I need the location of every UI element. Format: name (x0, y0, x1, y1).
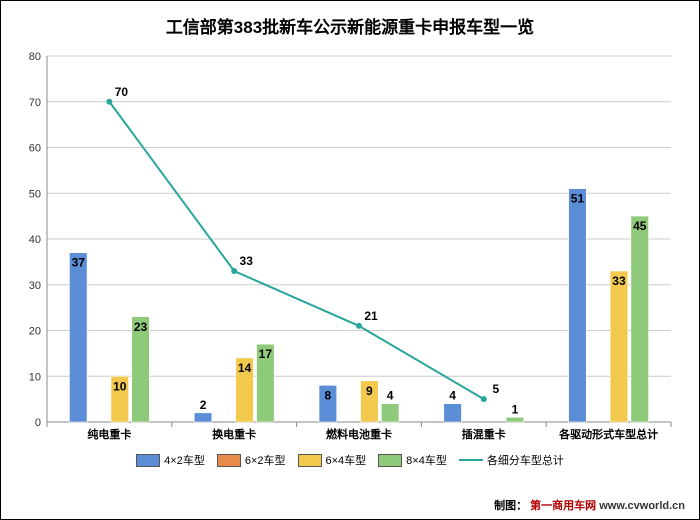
legend-swatch (217, 454, 241, 467)
svg-text:60: 60 (29, 143, 41, 155)
legend-swatch (136, 454, 160, 467)
svg-text:4: 4 (387, 389, 394, 403)
svg-text:33: 33 (612, 274, 626, 288)
legend-label: 8×4车型 (406, 452, 447, 468)
credit-prefix: 制图： (494, 500, 527, 512)
svg-text:45: 45 (633, 219, 647, 233)
svg-text:50: 50 (29, 188, 41, 200)
svg-text:换电重卡: 换电重卡 (212, 427, 256, 441)
chart-title: 工信部第383批新车公示新能源重卡申报车型一览 (11, 13, 689, 38)
legend-item: 各细分车型总计 (459, 452, 564, 468)
svg-text:21: 21 (364, 309, 378, 323)
svg-text:0: 0 (35, 417, 41, 429)
legend-label: 6×4车型 (326, 452, 367, 468)
legend-item: 8×4车型 (378, 452, 447, 468)
legend: 4×2车型 6×2车型 6×4车型 8×4车型 各细分车型总计 (11, 452, 689, 468)
chart-plot: 0 10 20 30 40 50 60 70 80 纯电重卡 换电重卡 燃料电池重卡 插混重卡 各驱动形式… (11, 46, 681, 446)
svg-text:51: 51 (571, 192, 585, 206)
svg-text:14: 14 (238, 361, 252, 375)
svg-text:纯电重卡: 纯电重卡 (87, 427, 131, 441)
svg-text:80: 80 (29, 51, 41, 63)
credit: 制图： 第一商用车网 www.cvworld.cn (494, 497, 685, 513)
legend-label: 6×2车型 (245, 452, 286, 468)
legend-label: 各细分车型总计 (487, 452, 564, 468)
svg-text:23: 23 (134, 320, 148, 334)
svg-text:40: 40 (29, 234, 41, 246)
svg-text:燃料电池重卡: 燃料电池重卡 (325, 427, 392, 441)
svg-text:70: 70 (29, 97, 41, 109)
svg-text:33: 33 (240, 254, 254, 268)
legend-swatch (378, 454, 402, 467)
legend-line-swatch (459, 459, 483, 461)
svg-text:37: 37 (72, 256, 86, 270)
svg-text:10: 10 (29, 371, 41, 383)
svg-text:1: 1 (512, 402, 519, 416)
svg-text:4: 4 (449, 389, 456, 403)
svg-text:2: 2 (200, 398, 207, 412)
svg-text:10: 10 (113, 379, 127, 393)
svg-text:17: 17 (259, 347, 273, 361)
credit-source: 第一商用车网 (530, 500, 596, 512)
svg-text:5: 5 (492, 382, 499, 396)
legend-swatch (298, 454, 322, 467)
svg-text:30: 30 (29, 280, 41, 292)
svg-text:8: 8 (325, 388, 332, 402)
svg-text:插混重卡: 插混重卡 (462, 427, 506, 441)
svg-text:各驱动形式车型总计: 各驱动形式车型总计 (558, 427, 658, 441)
legend-item: 6×4车型 (298, 452, 367, 468)
svg-text:9: 9 (366, 384, 373, 398)
legend-item: 6×2车型 (217, 452, 286, 468)
credit-url: www.cvworld.cn (599, 500, 685, 512)
svg-text:20: 20 (29, 326, 41, 338)
legend-item: 4×2车型 (136, 452, 205, 468)
svg-text:70: 70 (115, 85, 129, 99)
legend-label: 4×2车型 (164, 452, 205, 468)
